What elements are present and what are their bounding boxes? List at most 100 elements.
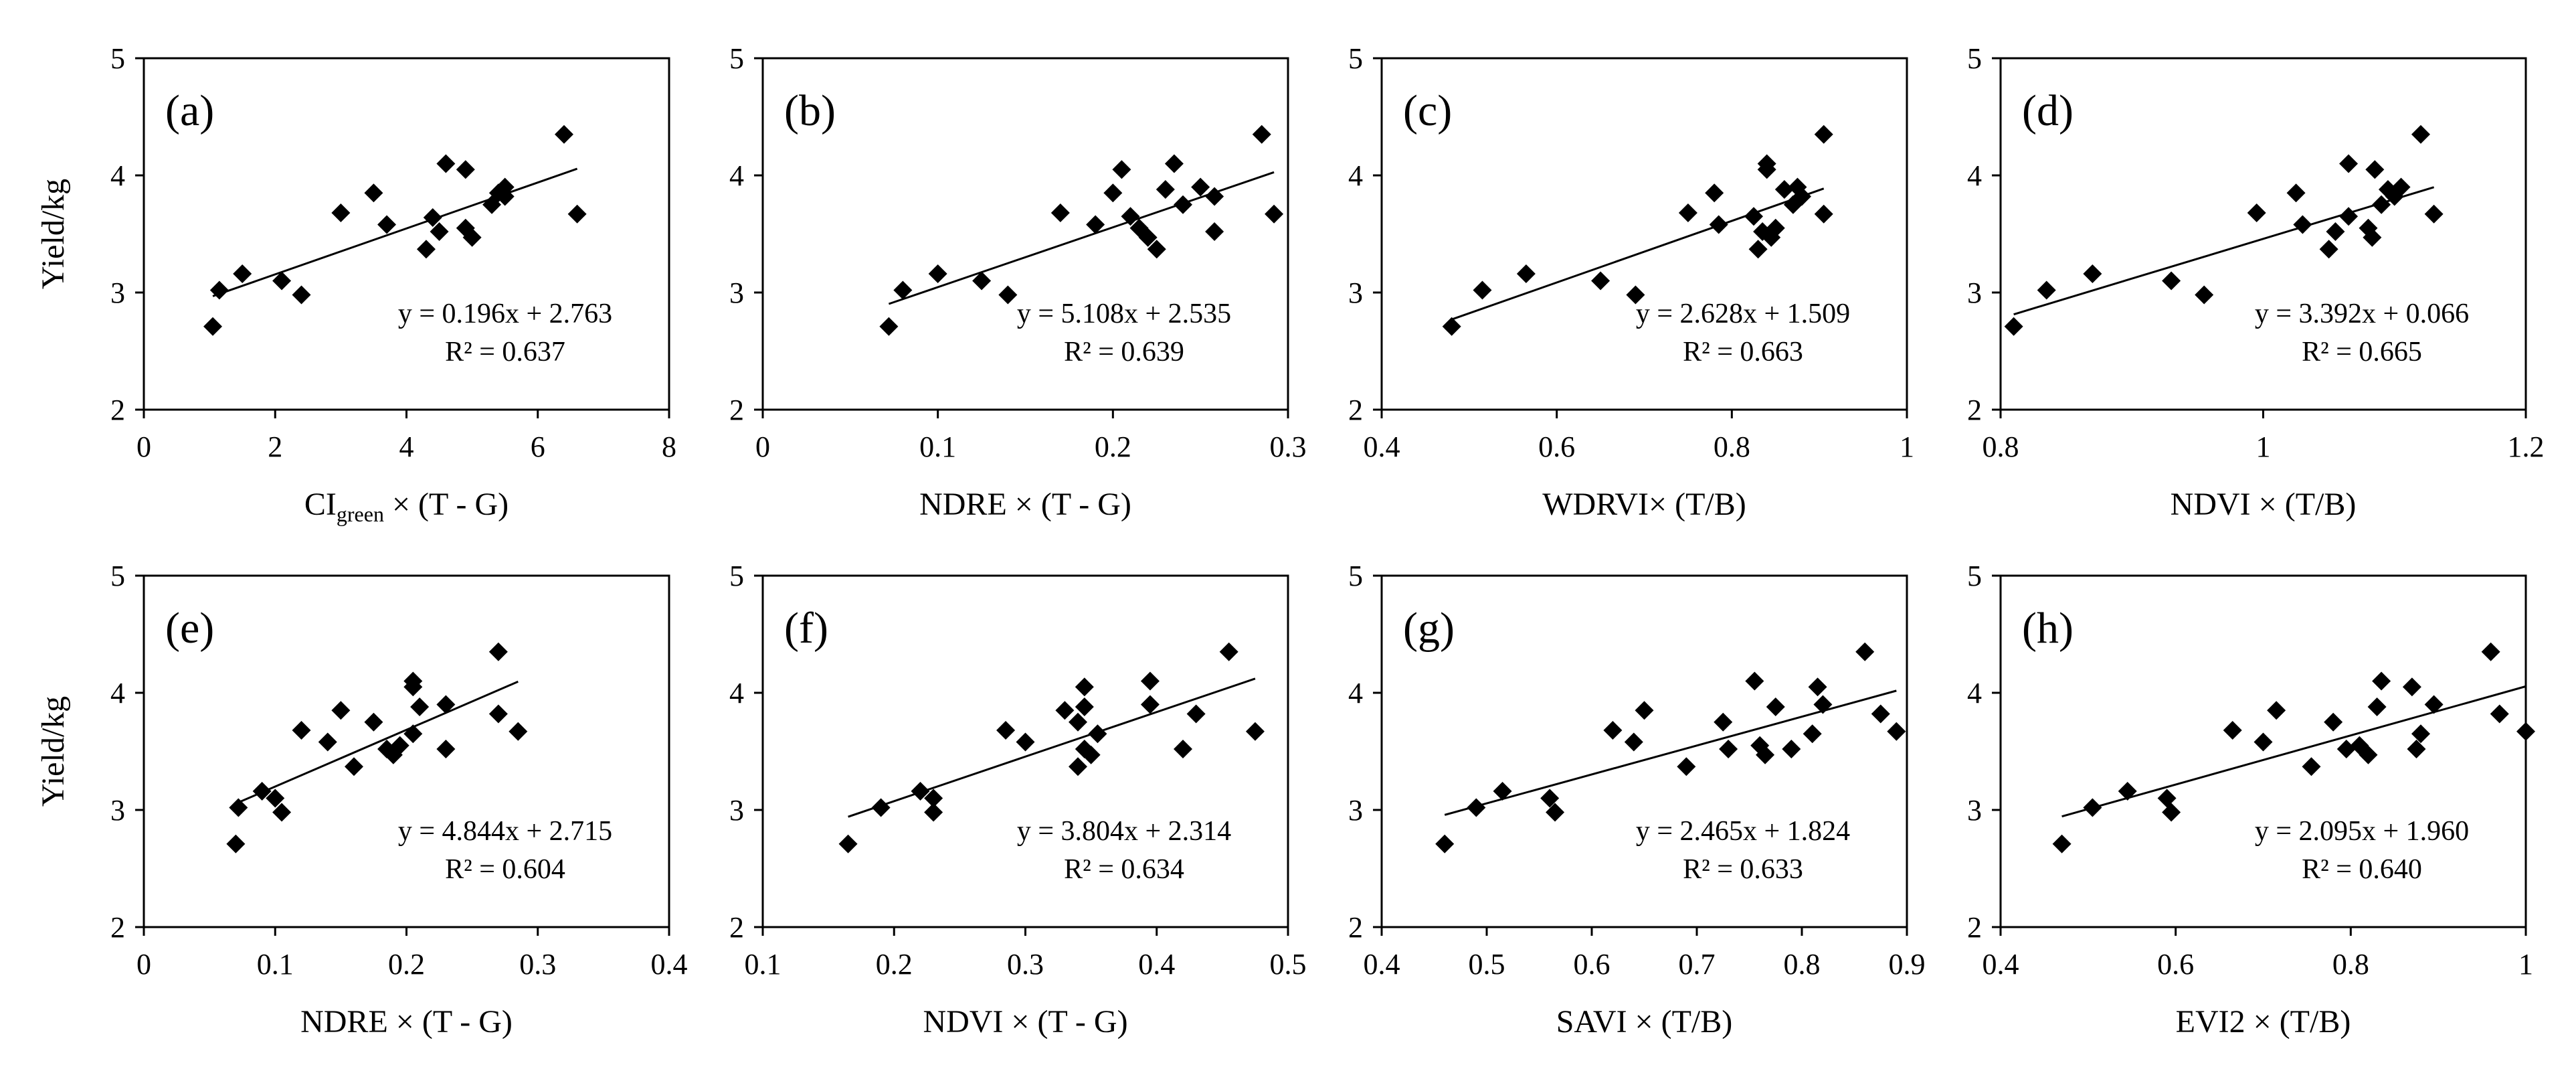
data-point	[488, 704, 508, 724]
data-point	[2365, 160, 2385, 179]
data-point	[2339, 207, 2359, 226]
data-point	[555, 125, 573, 144]
panel-label: (b)	[784, 86, 836, 135]
data-point	[331, 701, 351, 720]
panel-label: (f)	[784, 604, 828, 653]
x-tick-label: 0.5	[1469, 948, 1505, 981]
data-point	[1186, 704, 1206, 724]
x-tick-label: 0.2	[876, 948, 913, 981]
data-point	[1103, 183, 1123, 203]
data-point	[1792, 187, 1811, 206]
data-point	[1719, 740, 1738, 758]
data-point	[2516, 722, 2535, 741]
data-point	[1265, 204, 1284, 224]
x-tick-label: 0.2	[388, 948, 425, 981]
y-axis-label: Yield/kg	[35, 179, 71, 289]
r-squared-label: R² = 0.665	[2302, 337, 2422, 367]
x-tick-label: 0.4	[1138, 948, 1175, 981]
x-tick-label: 0.3	[1007, 948, 1044, 981]
data-point	[1766, 697, 1785, 716]
data-point	[1473, 280, 1492, 300]
x-tick-label: 0.1	[745, 948, 781, 981]
panel-label: (d)	[2022, 86, 2074, 135]
data-point	[495, 187, 515, 206]
data-point	[1744, 207, 1764, 226]
data-point	[272, 803, 292, 822]
x-tick-label: 1.2	[2508, 430, 2545, 463]
panel-label: (h)	[2022, 604, 2074, 653]
data-point	[1887, 722, 1906, 741]
y-tick-label: 5	[110, 42, 125, 75]
panel-label: (e)	[165, 604, 214, 653]
data-point	[2372, 671, 2391, 691]
regression-equation: y = 4.844x + 2.715	[398, 816, 612, 847]
panel-label: (c)	[1403, 86, 1452, 135]
x-tick-label: 0.1	[257, 948, 294, 981]
x-tick-label: 0.4	[1983, 948, 2019, 981]
data-point	[2083, 798, 2102, 817]
y-tick-label: 3	[110, 276, 125, 309]
trend-line	[235, 680, 519, 805]
data-point	[1813, 695, 1833, 714]
data-point	[2481, 642, 2500, 661]
data-point	[879, 317, 899, 336]
y-tick-label: 2	[110, 911, 125, 944]
y-tick-label: 4	[110, 159, 125, 192]
data-point	[292, 721, 311, 740]
data-point	[462, 228, 482, 247]
data-point	[1219, 642, 1238, 661]
y-tick-label: 4	[110, 677, 125, 710]
x-tick-label: 1	[2256, 430, 2271, 463]
y-tick-label: 5	[729, 42, 744, 75]
data-point	[1121, 207, 1140, 226]
data-point	[2363, 228, 2382, 247]
y-tick-label: 2	[1348, 394, 1363, 426]
y-tick-label: 4	[1348, 677, 1363, 710]
data-point	[2293, 215, 2312, 234]
data-point	[1757, 160, 1776, 179]
r-squared-label: R² = 0.640	[2302, 854, 2422, 885]
x-tick-label: 0.1	[919, 430, 956, 463]
x-tick-label: 0.8	[2332, 948, 2369, 981]
x-tick-label: 6	[531, 430, 545, 463]
r-squared-label: R² = 0.633	[1683, 854, 1803, 885]
data-point	[1055, 701, 1075, 720]
data-point	[2195, 285, 2214, 305]
data-point	[318, 732, 337, 752]
data-point	[2326, 222, 2345, 241]
data-point	[2391, 177, 2411, 197]
data-point	[1467, 798, 1486, 817]
data-point	[2267, 701, 2286, 720]
data-point	[1086, 215, 1105, 234]
data-point	[567, 204, 587, 224]
x-axis-label: NDRE × (T - G)	[300, 1004, 513, 1040]
data-point	[928, 264, 947, 283]
data-point	[2490, 704, 2509, 724]
panel-c: 0.4 0.6 0.8 1 2 3 4 5 WDRVI× (T/B) (c) y = 2.628x …	[1348, 42, 1914, 522]
plot-frame	[143, 57, 670, 411]
trend-line	[2013, 186, 2435, 316]
data-point	[871, 798, 891, 817]
data-point	[2118, 782, 2137, 801]
data-point	[1088, 724, 1107, 744]
data-point	[2247, 203, 2266, 222]
y-tick-label: 2	[729, 911, 744, 944]
x-axis-label: WDRVI× (T/B)	[1542, 487, 1746, 522]
data-point	[2052, 834, 2072, 853]
x-tick-label: 0	[136, 430, 151, 463]
regression-equation: y = 3.392x + 0.066	[2255, 299, 2469, 329]
data-point	[911, 782, 930, 801]
data-point	[924, 803, 943, 822]
data-point	[1140, 695, 1160, 714]
data-point	[2407, 740, 2426, 758]
data-point	[377, 215, 397, 234]
data-point	[1745, 671, 1764, 691]
r-squared-label: R² = 0.639	[1064, 337, 1184, 367]
data-point	[1624, 732, 1643, 752]
panel-b: 0 0.1 0.2 0.3 2 3 4 5 NDRE × (T - G) (b) y = 5.108…	[729, 42, 1307, 522]
data-point	[1603, 721, 1623, 740]
panel-label: (g)	[1403, 604, 1455, 653]
data-point	[436, 695, 456, 714]
data-point	[1245, 722, 1265, 741]
